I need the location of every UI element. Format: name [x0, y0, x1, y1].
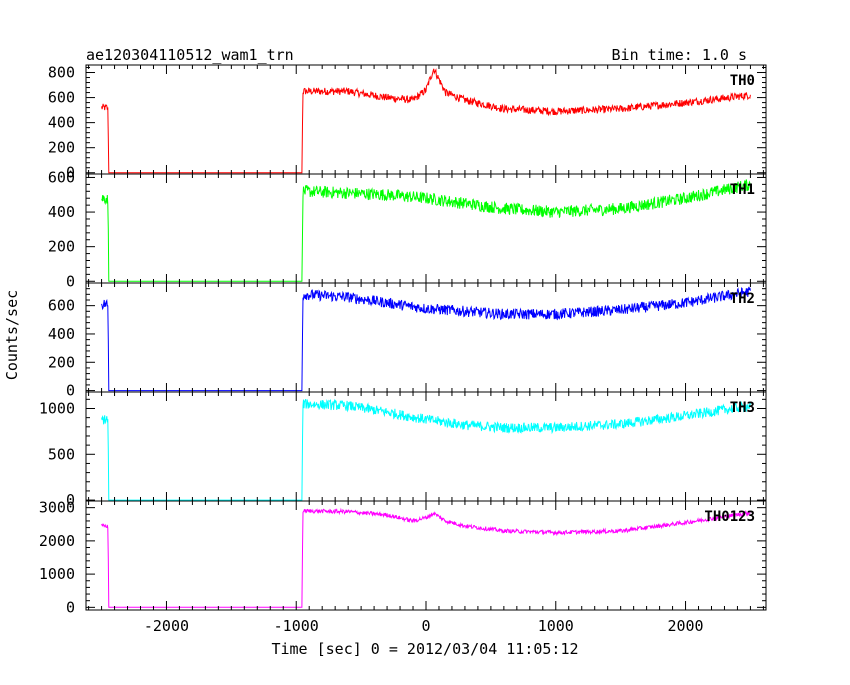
y-tick-label: 0 [66, 164, 75, 182]
x-axis-title: Time [sec] 0 = 2012/03/04 11:05:12 [271, 640, 578, 658]
series-line-th0123 [101, 507, 751, 608]
y-tick-label: 0 [66, 598, 75, 616]
x-tick-label: 1000 [538, 617, 574, 635]
series-line-th0 [101, 68, 751, 174]
y-tick-label: 0 [66, 491, 75, 509]
y-tick-label: 600 [48, 89, 75, 107]
y-tick-label: 400 [48, 203, 75, 221]
panel-label-th1: TH1 [730, 182, 755, 198]
y-tick-label: 500 [48, 445, 75, 463]
y-tick-label: 3000 [39, 499, 75, 517]
y-tick-label: 1000 [39, 565, 75, 583]
y-tick-label: 600 [48, 168, 75, 186]
x-tick-label: -2000 [144, 617, 189, 635]
y-tick-label: 0 [66, 272, 75, 290]
y-tick-label: 200 [48, 353, 75, 371]
y-tick-label: 1000 [39, 399, 75, 417]
panel-label-th3: TH3 [730, 400, 755, 416]
series-line-th2 [101, 286, 751, 392]
series-line-th3 [101, 398, 751, 501]
panel-frame-th0 [85, 64, 767, 175]
y-tick-label: 0 [66, 382, 75, 400]
series-line-th1 [101, 179, 751, 282]
y-axis-title: Counts/sec [3, 290, 21, 380]
y-tick-label: 400 [48, 325, 75, 343]
panel-label-th0: TH0 [730, 73, 755, 89]
x-tick-label: 2000 [667, 617, 703, 635]
y-tick-label: 600 [48, 297, 75, 315]
panel-label-th0123: TH0123 [704, 509, 755, 525]
panel-label-th2: TH2 [730, 291, 755, 307]
y-tick-label: 800 [48, 64, 75, 82]
panel-frame-th3 [85, 391, 767, 502]
y-tick-label: 2000 [39, 532, 75, 550]
x-tick-label: 0 [421, 617, 430, 635]
panel-frame-th2 [85, 282, 767, 393]
chart-title: ae120304110512_wam1_trn [86, 46, 294, 64]
panel-frame-th1 [85, 173, 767, 284]
y-tick-label: 200 [48, 139, 75, 157]
x-tick-label: -1000 [274, 617, 319, 635]
panels-group: 0 200 400 600 800 TH0 0 200 400 600 TH1 0 200 400 600 T… [39, 64, 767, 635]
bin-time-label: Bin time: 1.0 s [612, 46, 747, 64]
y-tick-label: 200 [48, 238, 75, 256]
y-tick-label: 400 [48, 114, 75, 132]
